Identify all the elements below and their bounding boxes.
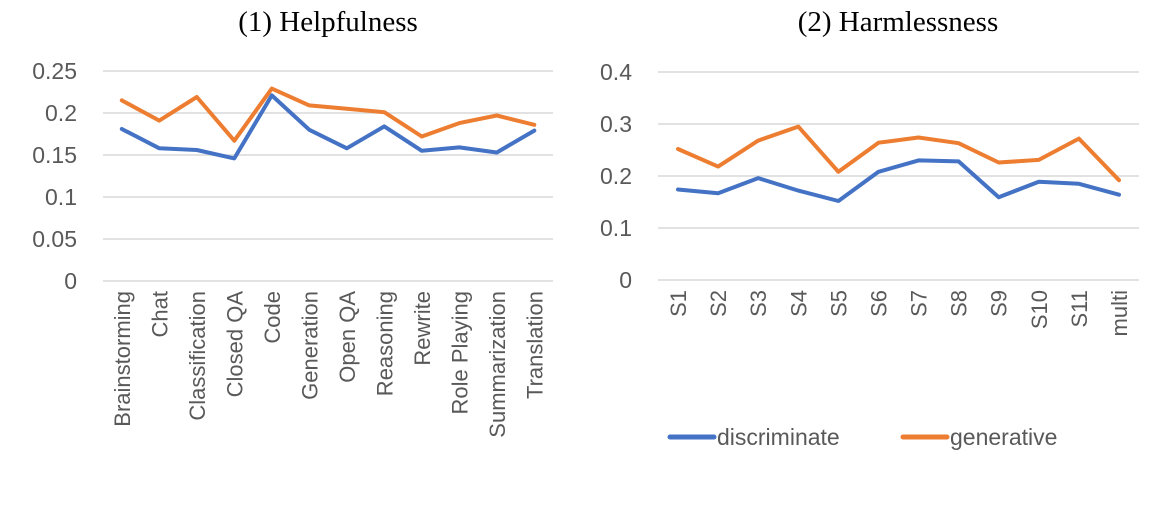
x-category-label: Chat xyxy=(147,291,172,337)
x-category-label: S1 xyxy=(666,290,691,317)
helpfulness-title: (1) Helpfulness xyxy=(238,6,418,38)
x-category-label: Reasoning xyxy=(372,291,397,396)
x-category-label: Translation xyxy=(522,291,547,399)
x-category-label: S5 xyxy=(826,290,851,317)
x-category-label: Code xyxy=(260,291,285,344)
y-tick-label: 0.1 xyxy=(600,215,632,241)
x-category-label: S6 xyxy=(867,290,892,317)
harmlessness-plot: 0 0.1 0.2 0.3 0.4 S1 S2 S3 S4 S5 S6 S7 S8 S9 S10 S11 mul… xyxy=(600,59,1139,336)
x-category-label: S4 xyxy=(786,290,811,317)
x-category-label: S10 xyxy=(1027,290,1052,329)
y-tick-label: 0.2 xyxy=(45,100,77,126)
series-line-discriminate xyxy=(676,158,1121,203)
x-category-label: Open QA xyxy=(335,291,360,383)
x-category-label: Role Playing xyxy=(447,291,472,415)
y-tick-label: 0.2 xyxy=(600,163,632,189)
x-category-label: multi xyxy=(1107,290,1132,336)
y-tick-label: 0 xyxy=(619,267,632,293)
y-tick-label: 0.25 xyxy=(32,58,77,84)
y-tick-label: 0.05 xyxy=(32,226,77,252)
x-category-label: Closed QA xyxy=(222,291,247,398)
y-tick-label: 0.4 xyxy=(600,59,632,85)
harmlessness-title: (2) Harmlessness xyxy=(798,6,999,38)
x-category-label: Classification xyxy=(185,291,210,421)
helpfulness-plot: 0 0.05 0.1 0.15 0.2 0.25 Brainstorming Chat Clas… xyxy=(32,58,553,438)
legend: discriminate generative xyxy=(667,424,1057,450)
x-category-label: S9 xyxy=(987,290,1012,317)
series-line-discriminate xyxy=(119,93,537,161)
y-tick-label: 0.3 xyxy=(600,111,632,137)
x-category-label: Rewrite xyxy=(410,291,435,366)
x-category-label: Summarization xyxy=(485,291,510,438)
x-category-label: Brainstorming xyxy=(110,291,135,427)
y-tick-label: 0.1 xyxy=(45,184,77,210)
x-category-label: S7 xyxy=(907,290,932,317)
legend-label-generative: generative xyxy=(950,424,1057,450)
x-category-label: S8 xyxy=(947,290,972,317)
legend-label-discriminate: discriminate xyxy=(717,424,840,450)
x-category-label: Generation xyxy=(297,291,322,400)
x-category-label: S11 xyxy=(1067,290,1092,328)
x-category-label: S2 xyxy=(706,290,731,317)
y-tick-label: 0 xyxy=(64,268,77,294)
x-category-label: S3 xyxy=(746,290,771,317)
series-line-generative xyxy=(119,86,537,143)
series-line-generative xyxy=(676,124,1121,183)
y-tick-label: 0.15 xyxy=(32,142,77,168)
